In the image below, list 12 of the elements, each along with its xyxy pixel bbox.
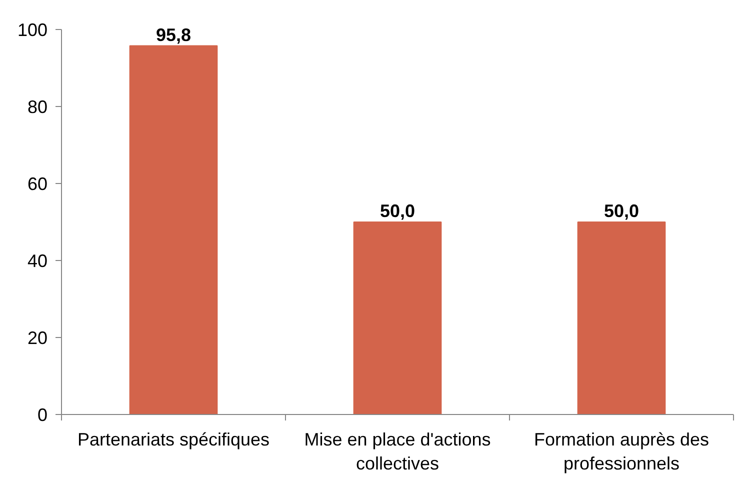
data-label: 50,0 bbox=[380, 201, 416, 222]
x-tick-label: Formation auprès des professionnels bbox=[534, 430, 710, 474]
y-tick-label: 100 bbox=[17, 20, 48, 40]
y-tick-label: 20 bbox=[27, 328, 48, 348]
x-tick-label: Partenariats spécifiques bbox=[77, 430, 270, 450]
y-tick-label: 80 bbox=[27, 97, 48, 118]
data-label: 95,8 bbox=[156, 24, 192, 45]
y-tick-label: 40 bbox=[27, 251, 48, 272]
y-tick-label: 60 bbox=[27, 174, 48, 194]
data-label: 50,0 bbox=[604, 201, 640, 222]
x-tick-label: Mise en place d'actions collectives bbox=[304, 430, 491, 474]
y-tick-label: 0 bbox=[37, 405, 48, 425]
